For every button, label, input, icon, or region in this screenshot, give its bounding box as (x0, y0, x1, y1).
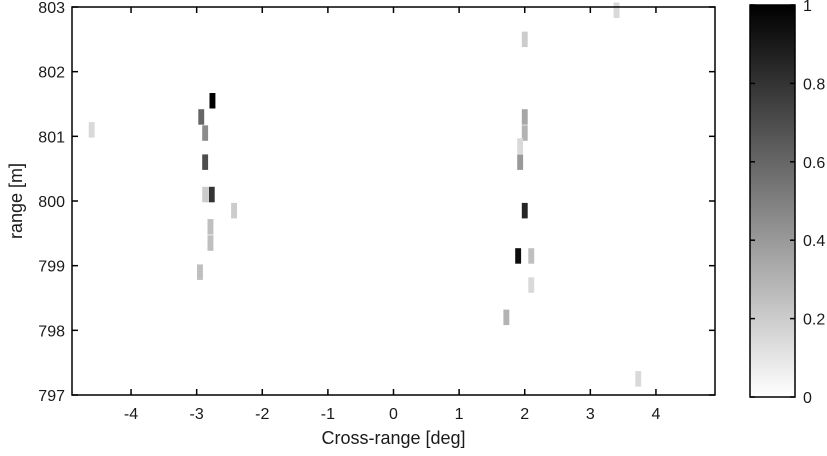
heatmap-cell (231, 202, 237, 219)
y-tick-label: 800 (38, 194, 65, 211)
heatmap-cell (209, 93, 216, 109)
x-axis-title: Cross-range [deg] (321, 428, 465, 448)
heatmap-cell (198, 109, 205, 125)
x-tick-label: -3 (190, 406, 204, 423)
heatmap-cell (202, 186, 209, 203)
heatmap-cell (208, 186, 215, 203)
colorbar-tick-label: 0.6 (803, 155, 825, 172)
heatmap-cell (517, 154, 524, 170)
x-tick-label: -2 (255, 406, 269, 423)
plot-frame (71, 6, 716, 396)
colorbar-tick-label: 0.8 (803, 76, 825, 93)
y-tick-label: 803 (38, 0, 65, 17)
heatmap-cell (521, 125, 528, 141)
y-tick-label: 802 (38, 65, 65, 82)
heatmap-cell (521, 31, 528, 48)
y-tick-labels: 797 798 799 800 801 802 803 (38, 0, 65, 405)
heatmap-cell (202, 125, 209, 141)
x-tick-label: 4 (651, 406, 660, 423)
heatmap-cell (197, 264, 203, 280)
heatmap-cell (207, 235, 214, 251)
heatmap-cell (202, 154, 209, 170)
colorbar-tick-label: 0.2 (803, 312, 825, 329)
x-tick-label: -1 (321, 406, 335, 423)
heatmap-cell (207, 219, 214, 235)
heatmap-cell (521, 109, 528, 125)
colorbar-tick-label: 1 (803, 0, 812, 15)
x-tick-labels: -4 -3 -2 -1 0 1 2 3 4 (124, 406, 661, 423)
x-tick-label: 0 (389, 406, 398, 423)
heatmap-cell (517, 138, 524, 154)
heatmap-cell (515, 248, 522, 264)
heatmap-cell (88, 122, 95, 138)
axis-ticks (72, 6, 715, 396)
x-tick-label: 1 (455, 406, 464, 423)
y-tick-label: 799 (38, 259, 65, 276)
colorbar-tick-labels: 0 0.2 0.4 0.6 0.8 1 (803, 0, 825, 407)
heatmap-cell (521, 202, 528, 219)
heatmap-cell (528, 248, 535, 264)
heatmap-cell (635, 371, 642, 387)
colorbar (749, 4, 796, 398)
y-axis-title: range [m] (6, 163, 26, 239)
x-tick-label: 3 (586, 406, 595, 423)
cells-layer (88, 2, 642, 387)
colorbar-tick-label: 0.4 (803, 233, 825, 250)
colorbar-ticks (750, 4, 795, 398)
heatmap-cell (613, 2, 620, 18)
y-tick-label: 797 (38, 388, 65, 405)
heatmap-cell (503, 309, 510, 326)
y-tick-label: 801 (38, 129, 65, 146)
x-tick-label: -4 (124, 406, 138, 423)
y-tick-label: 798 (38, 323, 65, 340)
heatmap-cell (528, 277, 535, 293)
colorbar-tick-label: 0 (803, 390, 812, 407)
x-tick-label: 2 (520, 406, 529, 423)
